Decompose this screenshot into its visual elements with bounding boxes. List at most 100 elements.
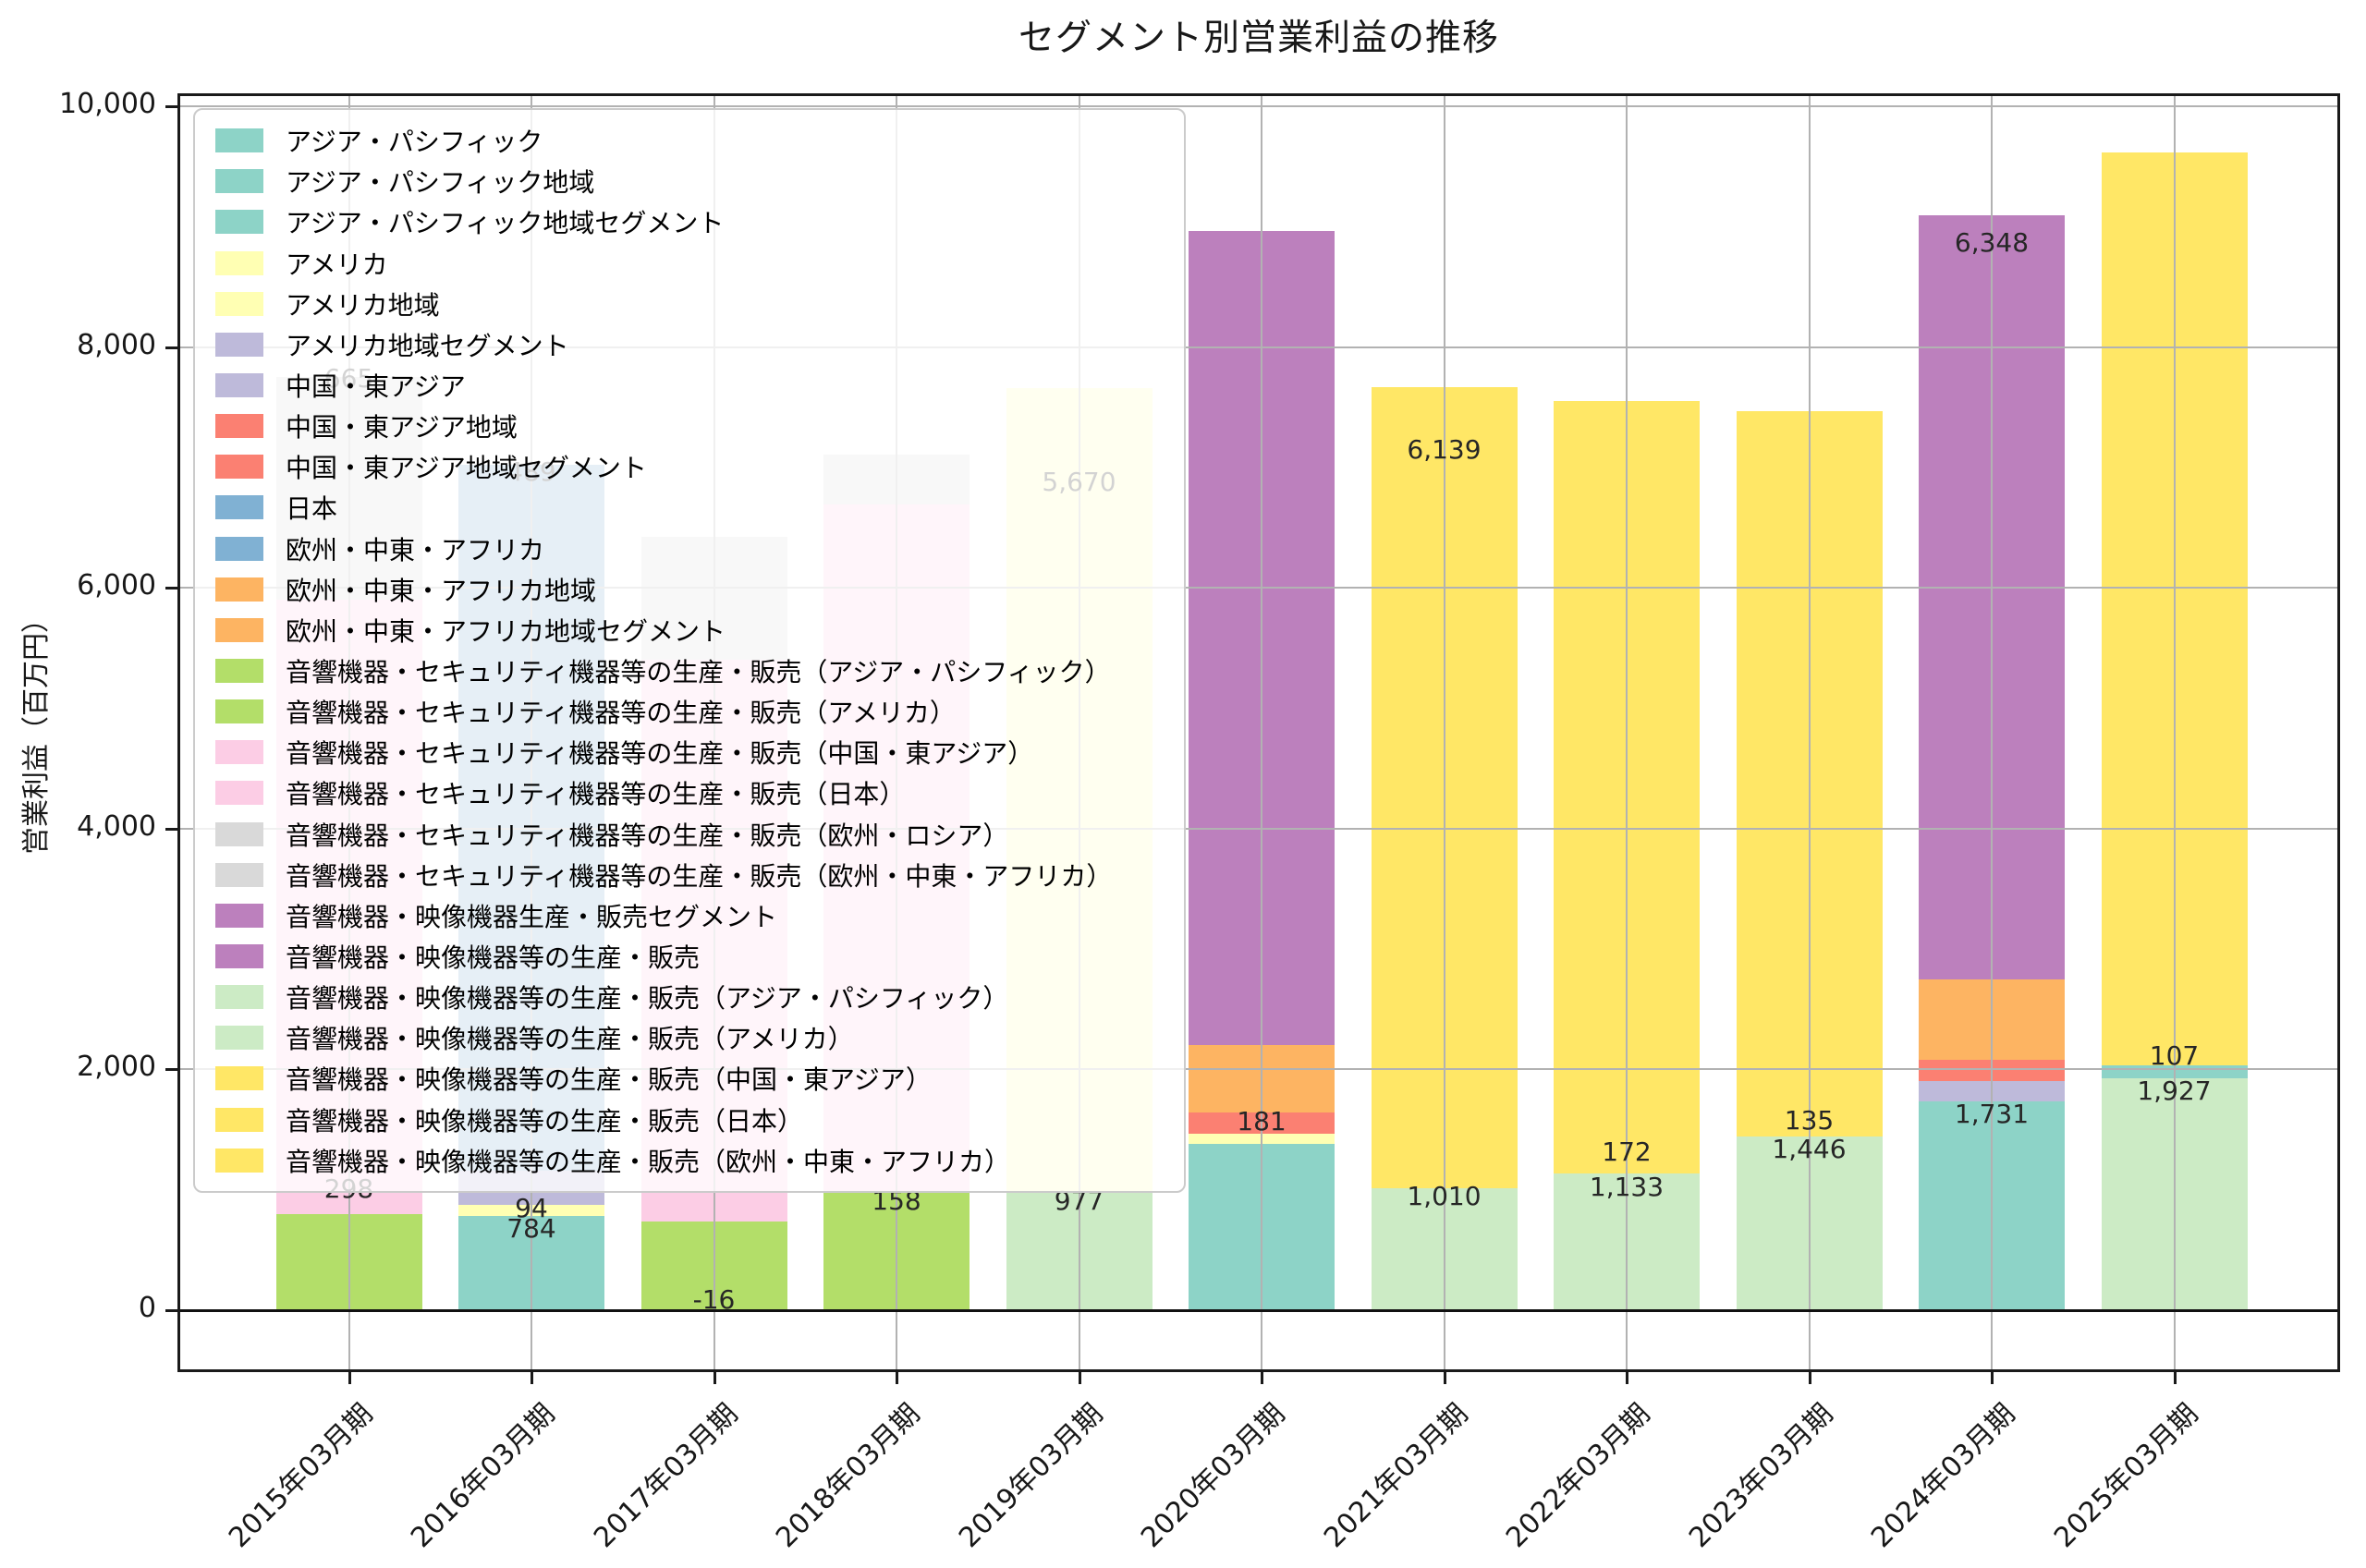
legend-item-label: 音響機器・映像機器等の生産・販売（アメリカ） (286, 1024, 854, 1055)
legend-item: 欧州・中東・アフリカ (208, 529, 1171, 568)
legend-item-label: 音響機器・映像機器等の生産・販売（欧州・中東・アフリカ） (286, 1146, 1011, 1177)
y-tick-label: 4,000 (77, 809, 156, 843)
bar-value-label: 6,139 (1407, 433, 1482, 465)
legend-item: アジア・パシフィック地域セグメント (208, 202, 1171, 241)
h-gridline (177, 105, 2340, 107)
legend-item-label: 中国・東アジア地域セグメント (286, 453, 647, 484)
legend-item-label: 音響機器・映像機器等の生産・販売（中国・東アジア） (286, 1064, 932, 1096)
legend-swatch (215, 740, 263, 765)
legend-swatch (215, 862, 263, 887)
legend-item-label: 欧州・中東・アフリカ (286, 534, 545, 565)
y-tick-mark (165, 1068, 177, 1072)
legend-item: アメリカ地域 (208, 285, 1171, 323)
bar-value-label: 1,446 (1772, 1133, 1847, 1164)
y-tick-mark (165, 827, 177, 831)
legend-item-label: 中国・東アジア地域 (286, 412, 518, 444)
legend-item: 音響機器・映像機器等の生産・販売 (208, 937, 1171, 976)
legend-item-label: 音響機器・映像機器等の生産・販売（アジア・パシフィック） (286, 983, 1009, 1015)
legend-item-label: 音響機器・セキュリティ機器等の生産・販売（欧州・ロシア） (286, 820, 1009, 851)
legend-item-label: 音響機器・セキュリティ機器等の生産・販売（日本） (286, 779, 906, 810)
legend-item-label: 欧州・中東・アフリカ地域セグメント (286, 615, 726, 647)
legend-item-label: アメリカ (286, 249, 388, 280)
legend-item: 音響機器・セキュリティ機器等の生産・販売（欧州・中東・アフリカ） (208, 856, 1171, 894)
legend-item-label: アメリカ地域 (286, 289, 440, 321)
legend-swatch (215, 169, 263, 194)
h-gridline (177, 346, 2340, 348)
legend-item: 音響機器・セキュリティ機器等の生産・販売（中国・東アジア） (208, 733, 1171, 772)
h-gridline (177, 587, 2340, 590)
bar-value-label: 6,348 (1954, 226, 2030, 258)
legend-item-label: アメリカ地域セグメント (286, 330, 569, 361)
x-tick-mark (713, 1372, 716, 1384)
legend-swatch (215, 577, 263, 602)
x-tick-mark (1808, 1372, 1811, 1384)
legend-item: 音響機器・映像機器等の生産・販売（中国・東アジア） (208, 1059, 1171, 1098)
legend-swatch (215, 372, 263, 397)
bar-value-label: 135 (1784, 1105, 1835, 1136)
legend-item-label: 音響機器・映像機器生産・販売セグメント (286, 901, 778, 932)
h-gridline (177, 1068, 2340, 1071)
bar-value-label: 107 (2149, 1039, 2200, 1071)
legend-swatch (215, 291, 263, 316)
y-tick-mark (165, 587, 177, 590)
v-gridline (2173, 96, 2176, 1369)
legend-swatch (215, 1026, 263, 1051)
legend-swatch (215, 699, 263, 724)
legend-item-label: 欧州・中東・アフリカ地域 (286, 575, 597, 606)
legend-swatch (215, 1107, 263, 1132)
legend-item-label: アジア・パシフィック地域セグメント (286, 208, 725, 239)
bar-value-label: 1,010 (1407, 1181, 1482, 1212)
bar-value-label: 172 (1602, 1136, 1652, 1167)
bar-value-label: -16 (692, 1283, 736, 1315)
legend-item: アジア・パシフィック地域 (208, 162, 1171, 201)
bar-value-label: 181 (1237, 1106, 1287, 1137)
v-gridline (1443, 96, 1445, 1369)
x-tick-mark (1991, 1372, 1994, 1384)
legend-item: アメリカ (208, 244, 1171, 283)
legend-item-label: 音響機器・映像機器等の生産・販売（日本） (286, 1105, 804, 1136)
legend-item-label: 音響機器・セキュリティ機器等の生産・販売（欧州・中東・アフリカ） (286, 860, 1113, 892)
x-tick-label: 2015年03月期 (222, 1397, 379, 1555)
legend-item: 音響機器・映像機器等の生産・販売（日本） (208, 1100, 1171, 1139)
legend-item-label: アジア・パシフィック (286, 127, 543, 158)
legend-item: 中国・東アジア地域セグメント (208, 447, 1171, 486)
y-tick-mark (165, 105, 177, 108)
legend-item-label: 音響機器・映像機器等の生産・販売 (286, 942, 701, 973)
legend-item: 日本 (208, 488, 1171, 527)
legend-swatch (215, 455, 263, 480)
legend-item: 音響機器・映像機器等の生産・販売（アジア・パシフィック） (208, 978, 1171, 1016)
x-tick-mark (1443, 1372, 1446, 1384)
legend-swatch (215, 250, 263, 275)
legend-swatch (215, 781, 263, 806)
legend-item-label: 音響機器・セキュリティ機器等の生産・販売（アメリカ） (286, 698, 956, 729)
legend-swatch (215, 903, 263, 928)
x-tick-mark (1626, 1372, 1628, 1384)
legend-item-label: アジア・パシフィック地域 (286, 167, 595, 199)
legend-swatch (215, 495, 263, 520)
v-gridline (1991, 96, 1993, 1369)
legend-swatch (215, 414, 263, 439)
bar-value-label: 1,731 (1954, 1098, 2030, 1129)
y-tick-label: 10,000 (59, 88, 156, 120)
x-tick-mark (1261, 1372, 1263, 1384)
y-tick-label: 6,000 (77, 569, 156, 602)
legend-item: 音響機器・映像機器生産・販売セグメント (208, 896, 1171, 935)
legend-swatch (215, 943, 263, 968)
v-gridline (1808, 96, 1811, 1369)
legend-item: アメリカ地域セグメント (208, 325, 1171, 364)
legend-item: 音響機器・映像機器等の生産・販売（欧州・中東・アフリカ） (208, 1141, 1171, 1180)
legend-item: アジア・パシフィック (208, 121, 1171, 160)
chart-title: セグメント別営業利益の推移 (1018, 18, 1499, 59)
legend: アジア・パシフィックアジア・パシフィック地域アジア・パシフィック地域セグメントア… (193, 108, 1186, 1193)
legend-swatch (215, 536, 263, 561)
legend-item: 中国・東アジア地域 (208, 407, 1171, 445)
x-tick-mark (896, 1372, 898, 1384)
bar-value-label: 784 (506, 1213, 556, 1245)
x-tick-mark (531, 1372, 533, 1384)
legend-swatch (215, 1148, 263, 1173)
legend-swatch (215, 985, 263, 1010)
legend-item-label: 音響機器・セキュリティ機器等の生産・販売（アジア・パシフィック） (286, 656, 1111, 687)
legend-swatch (215, 332, 263, 357)
legend-swatch (215, 128, 263, 153)
legend-swatch (215, 210, 263, 235)
